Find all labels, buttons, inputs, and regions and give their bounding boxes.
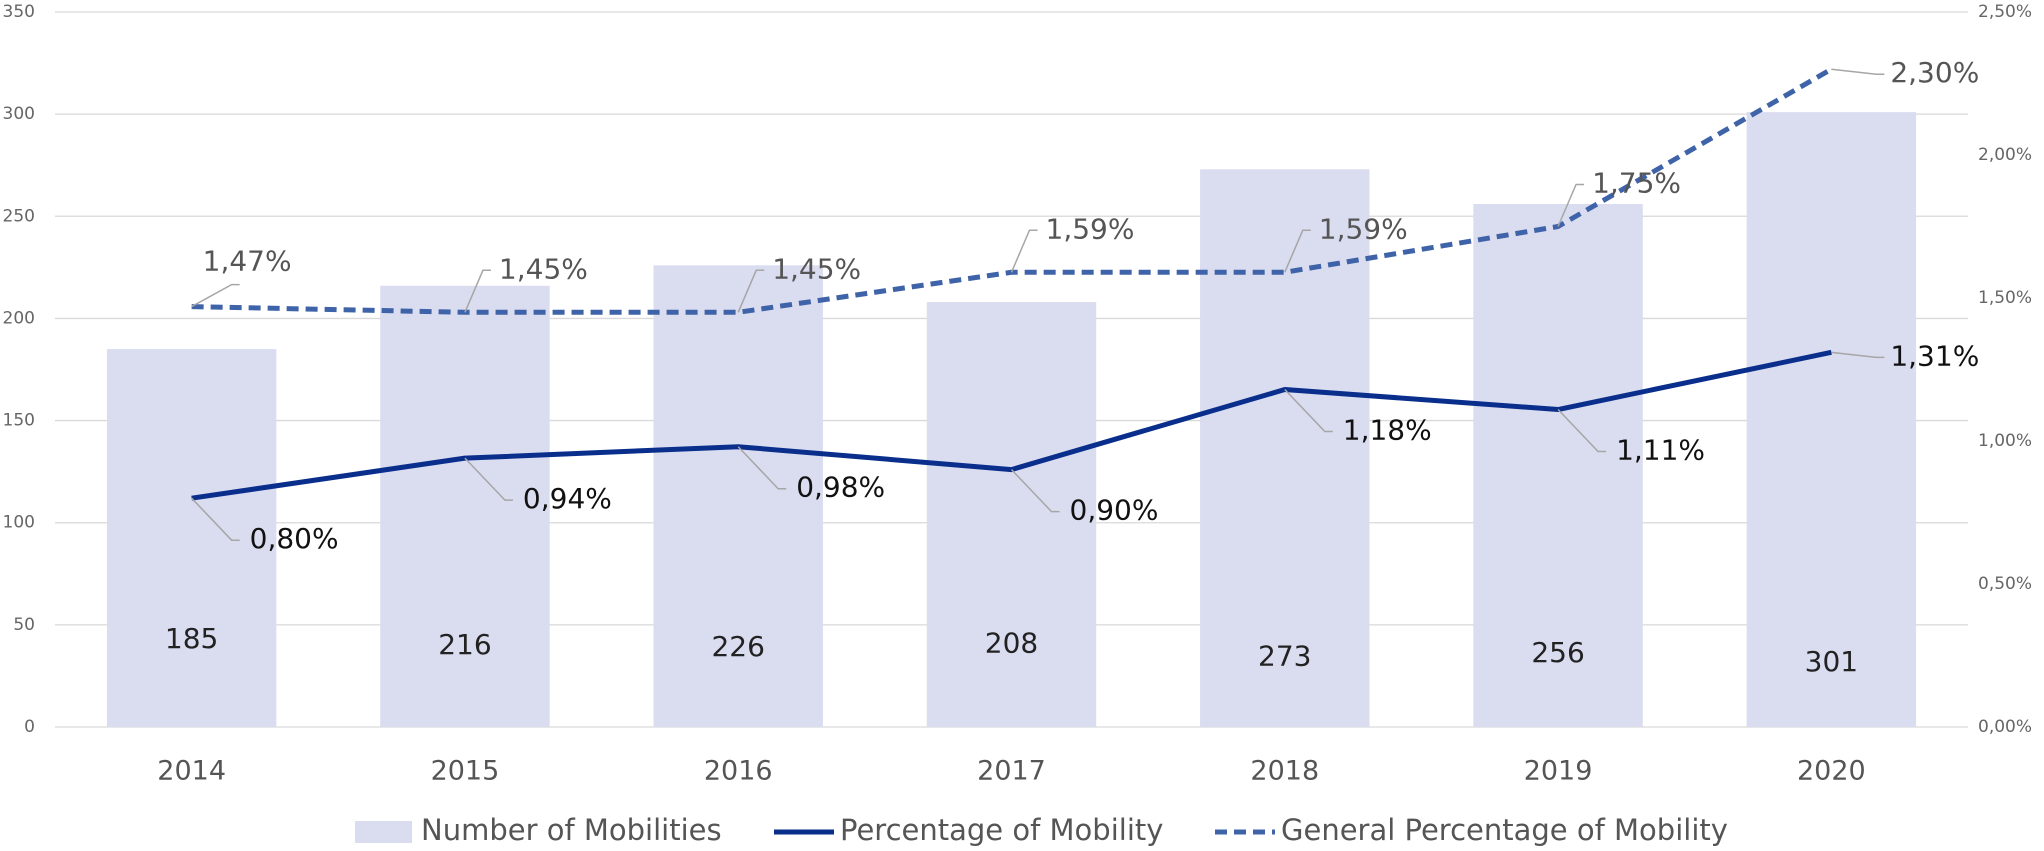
bar-label: 208 bbox=[985, 627, 1038, 660]
leader-line bbox=[1010, 229, 1038, 273]
line-label: 1,31% bbox=[1890, 339, 1979, 372]
bar bbox=[380, 285, 550, 727]
bar bbox=[1200, 169, 1370, 728]
y-tick-label: 200 bbox=[3, 308, 35, 328]
leader-line bbox=[1557, 183, 1585, 227]
x-tick-label: 2017 bbox=[977, 756, 1046, 787]
leader-line bbox=[191, 497, 240, 541]
leader-line bbox=[1010, 469, 1060, 513]
line-label: 1,47% bbox=[203, 245, 292, 278]
line-label: 1,18% bbox=[1343, 414, 1432, 447]
y-tick-label: 0 bbox=[24, 717, 35, 737]
bar-label: 216 bbox=[438, 628, 491, 661]
leader-line bbox=[1557, 409, 1607, 453]
line-label: 1,59% bbox=[1046, 212, 1135, 245]
legend-label: General Percentage of Mobility bbox=[1281, 813, 1728, 847]
bar-label: 273 bbox=[1258, 640, 1311, 673]
x-tick-label: 2014 bbox=[157, 756, 226, 787]
bar-label: 256 bbox=[1531, 636, 1584, 669]
line-label: 0,98% bbox=[796, 471, 885, 504]
legend-swatch bbox=[355, 821, 412, 843]
leader-line bbox=[1284, 389, 1333, 433]
leader-line bbox=[464, 269, 491, 313]
line-label: 1,59% bbox=[1319, 212, 1408, 245]
leader-line bbox=[1284, 229, 1311, 273]
bar bbox=[653, 265, 823, 727]
bar-label: 185 bbox=[165, 622, 218, 655]
y2-tick-label: 2,50% bbox=[1978, 2, 2032, 22]
y-tick-label: 250 bbox=[3, 206, 35, 226]
leader-line bbox=[1831, 351, 1885, 359]
legend-label: Percentage of Mobility bbox=[840, 813, 1163, 847]
bar bbox=[1473, 204, 1643, 727]
legend-label: Number of Mobilities bbox=[421, 813, 722, 847]
line-label: 1,45% bbox=[772, 252, 861, 285]
line-label: 0,80% bbox=[250, 522, 339, 555]
line-label: 1,11% bbox=[1616, 434, 1705, 467]
y2-tick-label: 1,50% bbox=[1978, 288, 2032, 308]
y2-tick-label: 0,00% bbox=[1978, 717, 2032, 737]
y-tick-label: 300 bbox=[3, 104, 35, 124]
y-tick-label: 150 bbox=[3, 411, 35, 431]
x-tick-label: 2015 bbox=[431, 756, 500, 787]
y-tick-label: 50 bbox=[13, 615, 35, 635]
leader-line bbox=[1831, 68, 1885, 75]
y-tick-label: 100 bbox=[3, 513, 35, 533]
y2-tick-label: 1,00% bbox=[1978, 431, 2032, 451]
x-tick-label: 2019 bbox=[1524, 756, 1593, 787]
bar-label: 226 bbox=[711, 630, 764, 663]
line-label: 0,90% bbox=[1070, 494, 1159, 527]
line-label: 1,75% bbox=[1592, 167, 1681, 200]
x-tick-label: 2020 bbox=[1797, 756, 1866, 787]
x-tick-label: 2018 bbox=[1250, 756, 1319, 787]
leader-line bbox=[737, 269, 765, 313]
line-label: 1,45% bbox=[499, 252, 588, 285]
y-tick-label: 350 bbox=[3, 2, 35, 22]
leader-line bbox=[737, 446, 787, 490]
y2-tick-label: 0,50% bbox=[1978, 574, 2032, 594]
line-label: 0,94% bbox=[523, 482, 612, 515]
bar-label: 301 bbox=[1805, 645, 1858, 678]
y2-tick-label: 2,00% bbox=[1978, 145, 2032, 165]
bar bbox=[106, 349, 277, 727]
bar bbox=[926, 302, 1097, 727]
x-tick-label: 2016 bbox=[704, 756, 773, 787]
leader-line bbox=[464, 457, 513, 501]
line-label: 2,30% bbox=[1890, 56, 1979, 89]
bar bbox=[1746, 112, 1917, 728]
leader-line bbox=[191, 283, 240, 308]
